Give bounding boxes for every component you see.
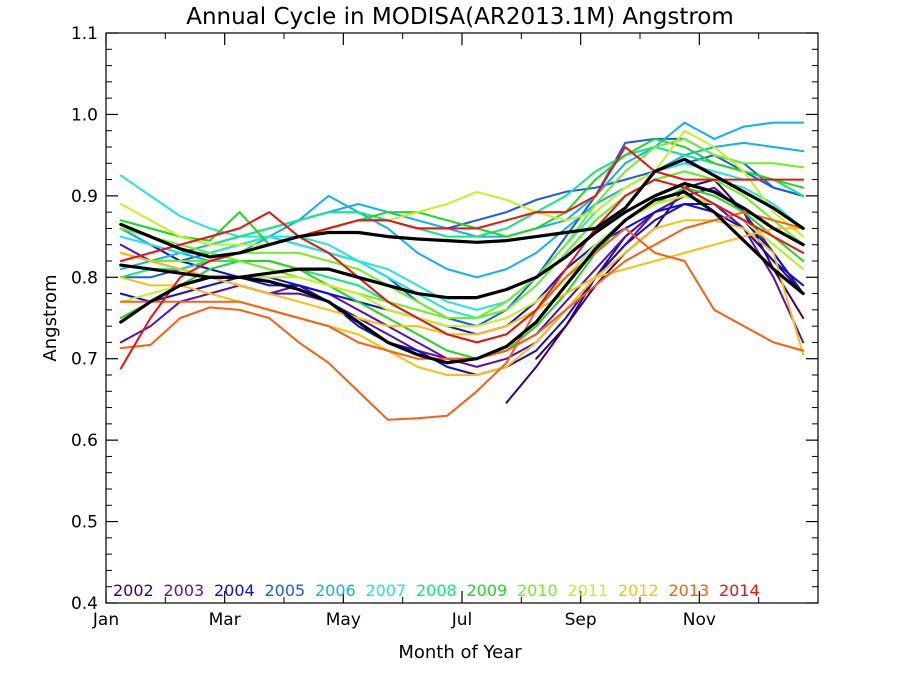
legend-item-2006: 2006 xyxy=(315,581,356,600)
x-tick-label: Mar xyxy=(209,610,241,630)
series-line-2008-13 xyxy=(121,196,803,343)
y-tick-label: 0.7 xyxy=(71,350,98,370)
chart-title: Annual Cycle in MODISA(AR2013.1M) Angstr… xyxy=(186,4,734,30)
x-tick-label: Jan xyxy=(92,610,119,630)
x-tick-label: Sep xyxy=(565,610,597,630)
y-tick-label: 0.9 xyxy=(71,187,98,207)
y-tick-label: 1.1 xyxy=(71,24,98,44)
legend: 2002 2003 2004 2005 2006 2007 2008 2009 2010 2011… xyxy=(113,581,760,600)
legend-item-2014: 2014 xyxy=(719,581,760,600)
legend-item-2013: 2013 xyxy=(669,581,710,600)
mean-line-2 xyxy=(121,192,803,363)
y-tick-label: 0.5 xyxy=(71,513,98,533)
legend-item-2012: 2012 xyxy=(618,581,659,600)
legend-item-2007: 2007 xyxy=(366,581,407,600)
y-axis-label: Angstrom xyxy=(40,274,61,361)
chart: Annual Cycle in MODISA(AR2013.1M) Angstr… xyxy=(0,0,900,675)
y-tick-label: 0.6 xyxy=(71,431,98,451)
x-tick-label: Nov xyxy=(683,610,716,630)
x-axis-label: Month of Year xyxy=(398,642,522,663)
series-line-2005-7 xyxy=(121,155,803,277)
legend-item-2005: 2005 xyxy=(265,581,306,600)
legend-item-2002: 2002 xyxy=(113,581,154,600)
y-tick-label: 0.8 xyxy=(71,268,98,288)
x-tick-label: May xyxy=(326,610,361,630)
y-tick-label: 1.0 xyxy=(71,105,98,125)
legend-item-2008: 2008 xyxy=(416,581,457,600)
legend-item-2004: 2004 xyxy=(214,581,255,600)
legend-item-2009: 2009 xyxy=(467,581,508,600)
series-line-2013-23 xyxy=(121,212,803,359)
legend-item-2010: 2010 xyxy=(517,581,558,600)
x-tick-label: Jul xyxy=(451,610,473,630)
legend-item-2011: 2011 xyxy=(568,581,609,600)
legend-item-2003: 2003 xyxy=(164,581,205,600)
